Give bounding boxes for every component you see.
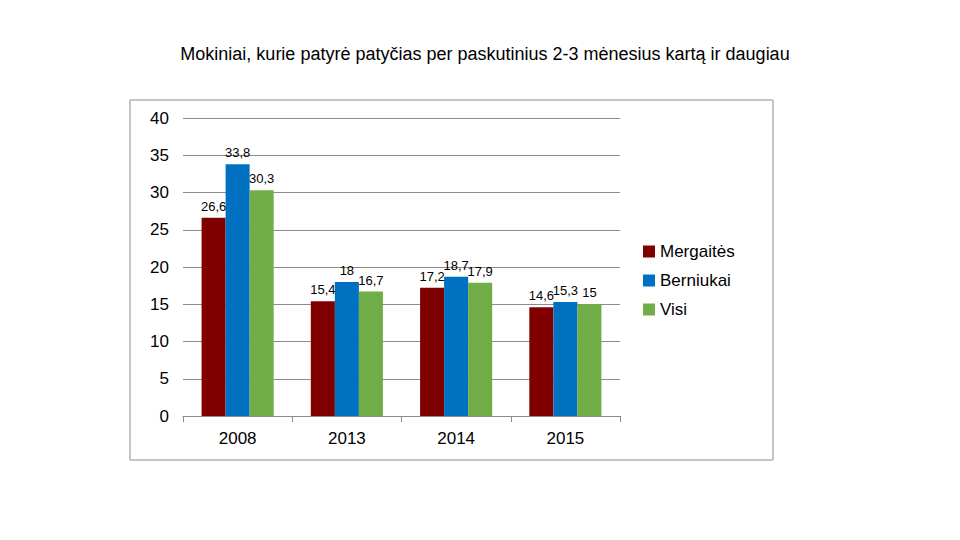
svg-text:2013: 2013 xyxy=(328,429,366,448)
svg-text:Mergaitės: Mergaitės xyxy=(660,242,735,261)
svg-text:25: 25 xyxy=(150,220,169,239)
svg-text:40: 40 xyxy=(150,109,169,128)
svg-text:30,3: 30,3 xyxy=(249,171,274,186)
svg-text:Visi: Visi xyxy=(660,300,687,319)
svg-text:2014: 2014 xyxy=(437,429,475,448)
svg-text:2015: 2015 xyxy=(546,429,584,448)
svg-text:15: 15 xyxy=(582,285,596,300)
svg-text:15: 15 xyxy=(150,295,169,314)
svg-text:16,7: 16,7 xyxy=(358,273,383,288)
svg-text:18: 18 xyxy=(340,263,354,278)
svg-text:0: 0 xyxy=(160,407,169,426)
svg-text:20: 20 xyxy=(150,258,169,277)
svg-text:14,6: 14,6 xyxy=(529,288,554,303)
svg-text:33,8: 33,8 xyxy=(225,145,250,160)
svg-text:2008: 2008 xyxy=(219,429,257,448)
svg-text:26,6: 26,6 xyxy=(201,199,226,214)
svg-text:35: 35 xyxy=(150,146,169,165)
svg-text:10: 10 xyxy=(150,332,169,351)
svg-text:17,2: 17,2 xyxy=(419,269,444,284)
svg-text:18,7: 18,7 xyxy=(443,258,468,273)
svg-text:Mokiniai, kurie patyrė patyčia: Mokiniai, kurie patyrė patyčias per pask… xyxy=(180,44,789,64)
svg-text:17,9: 17,9 xyxy=(468,264,493,279)
svg-text:30: 30 xyxy=(150,183,169,202)
svg-text:15,3: 15,3 xyxy=(553,283,578,298)
svg-text:15,4: 15,4 xyxy=(310,282,335,297)
svg-text:5: 5 xyxy=(160,369,169,388)
svg-text:Berniukai: Berniukai xyxy=(660,271,731,290)
